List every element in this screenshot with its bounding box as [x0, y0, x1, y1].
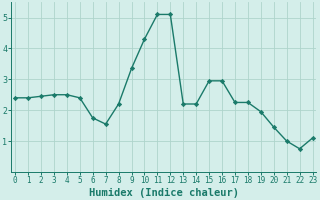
X-axis label: Humidex (Indice chaleur): Humidex (Indice chaleur) — [89, 188, 239, 198]
